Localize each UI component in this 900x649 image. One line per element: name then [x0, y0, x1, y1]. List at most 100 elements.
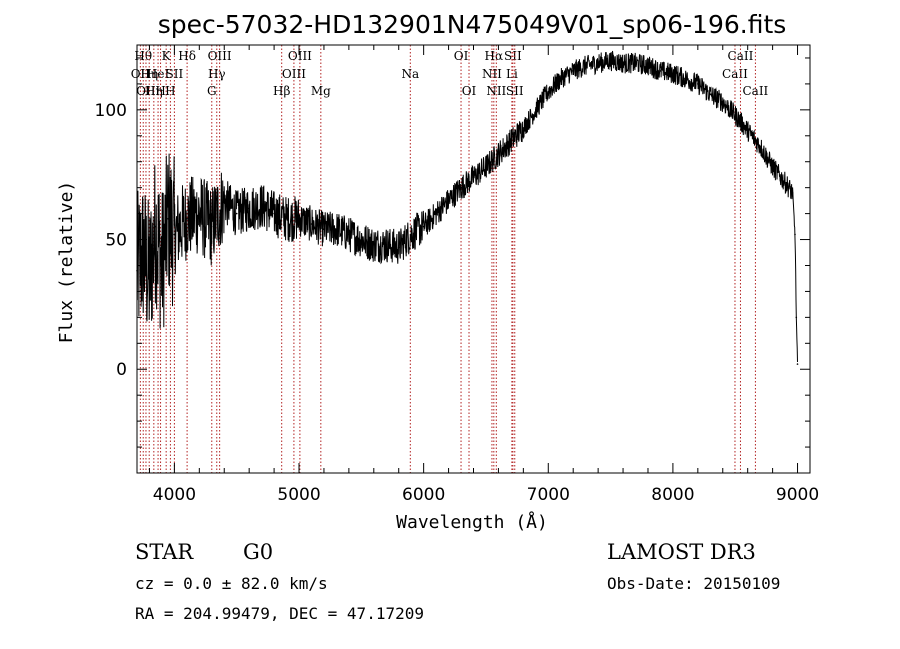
line-marker-label-1: Hθ	[134, 49, 152, 63]
data-point-41	[609, 59, 612, 62]
data-point-4	[161, 264, 163, 267]
data-point-16	[298, 218, 300, 220]
chart-title: spec-57032-HD132901N475049V01_sp06-196.f…	[158, 10, 787, 39]
data-point-7	[186, 218, 188, 220]
data-point-46	[672, 72, 674, 75]
line-marker-label-0: OII	[131, 67, 151, 81]
data-point-37	[559, 77, 562, 80]
line-marker-label-26: SII	[506, 84, 524, 98]
data-point-50	[722, 101, 724, 103]
data-point-40	[597, 62, 599, 64]
data-point-58	[795, 316, 798, 319]
line-marker-label-20: OI	[462, 84, 477, 98]
data-point-18	[323, 228, 325, 230]
data-point-31	[485, 166, 487, 168]
data-point-19	[335, 228, 338, 230]
x-tick-label-5: 9000	[776, 485, 819, 505]
axes-group: 4000 5000 6000 7000 8000 9000 0 50 100	[95, 44, 819, 505]
data-point-24	[397, 246, 400, 249]
x-tick-label-1: 5000	[277, 485, 320, 505]
y-tick-label-0: 0	[116, 360, 127, 380]
data-point-26	[422, 225, 425, 228]
y-tick-label-2: 100	[95, 101, 127, 121]
spectrum-series-group	[136, 50, 799, 365]
data-point-42	[622, 62, 624, 64]
plot-frame	[136, 44, 811, 474]
line-marker-label-15: OIII	[282, 67, 306, 81]
data-point-10	[223, 199, 225, 202]
data-point-36	[547, 90, 550, 93]
data-point-49	[709, 93, 712, 96]
line-marker-label-28: CaII	[728, 49, 754, 63]
data-point-47	[684, 77, 687, 80]
data-point-27	[435, 212, 437, 215]
line-marker-label-16: OIII	[288, 49, 312, 63]
x-tick-label-4: 8000	[651, 485, 694, 505]
data-point-5	[167, 218, 169, 220]
data-point-2	[148, 277, 151, 280]
line-marker-label-27: CaII	[722, 67, 748, 81]
line-markers-group: OIIHθOIIHηHηHeIHKHSIIHδGHγOIIIHβOIIIOIII…	[131, 45, 769, 473]
data-point-39	[584, 65, 587, 67]
data-point-38	[572, 70, 574, 72]
data-point-11	[235, 212, 238, 215]
x-tick-label-2: 6000	[402, 485, 445, 505]
data-point-9	[211, 225, 213, 228]
data-point-8	[198, 212, 201, 215]
data-point-55	[784, 181, 786, 184]
data-point-25	[410, 233, 413, 236]
data-point-54	[771, 166, 774, 168]
y-tick-label-1: 50	[105, 231, 127, 251]
line-marker-label-24: Li	[506, 67, 518, 81]
data-point-20	[348, 233, 350, 236]
observation-date: Obs-Date: 20150109	[607, 574, 781, 593]
line-marker-label-21: NII	[482, 67, 502, 81]
data-point-29	[460, 186, 462, 189]
redshift-readout: cz = 0.0 ± 82.0 km/s	[135, 574, 328, 593]
x-tick-label-0: 4000	[153, 485, 196, 505]
data-point-43	[634, 62, 637, 64]
data-point-32	[497, 153, 500, 155]
data-point-12	[248, 207, 250, 210]
line-marker-label-18: Na	[401, 67, 419, 81]
data-point-6	[173, 233, 176, 236]
line-marker-label-12: Hγ	[208, 67, 226, 81]
coordinates-readout: RA = 204.99479, DEC = 47.17209	[135, 604, 424, 623]
data-point-21	[360, 238, 363, 241]
line-marker-label-13: OIII	[208, 49, 232, 63]
data-point-52	[746, 129, 749, 132]
data-point-3	[154, 225, 157, 228]
data-point-13	[260, 205, 263, 207]
data-point-34	[522, 127, 525, 129]
data-point-53	[759, 145, 761, 147]
line-marker-label-7: K	[162, 49, 172, 63]
line-marker-label-9: SII	[166, 67, 184, 81]
line-marker-label-29: CaII	[742, 84, 768, 98]
data-point-30	[472, 176, 475, 179]
data-point-57	[794, 233, 796, 236]
data-point-22	[373, 243, 375, 246]
data-point-35	[535, 109, 537, 111]
object-subclass: G0	[243, 540, 274, 564]
line-marker-label-19: OI	[454, 49, 469, 63]
data-point-48	[697, 83, 699, 85]
line-marker-label-23: NII	[486, 84, 506, 98]
data-point-56	[791, 192, 794, 194]
line-marker-label-10: Hδ	[178, 49, 196, 63]
line-marker-label-14: Hβ	[273, 84, 290, 98]
data-point-17	[310, 223, 313, 225]
data-point-59	[796, 363, 799, 365]
data-point-23	[385, 243, 388, 246]
line-marker-label-6: H	[155, 84, 165, 98]
line-marker-label-2: OII	[136, 84, 156, 98]
data-point-44	[647, 65, 649, 67]
line-marker-label-25: SII	[504, 49, 522, 63]
x-tick-label-3: 7000	[527, 485, 570, 505]
data-point-33	[510, 140, 512, 142]
line-marker-label-22: Hα	[485, 49, 504, 63]
line-marker-label-8: H	[165, 84, 175, 98]
data-point-1	[142, 251, 144, 254]
data-point-28	[447, 199, 450, 202]
data-point-15	[285, 218, 288, 220]
